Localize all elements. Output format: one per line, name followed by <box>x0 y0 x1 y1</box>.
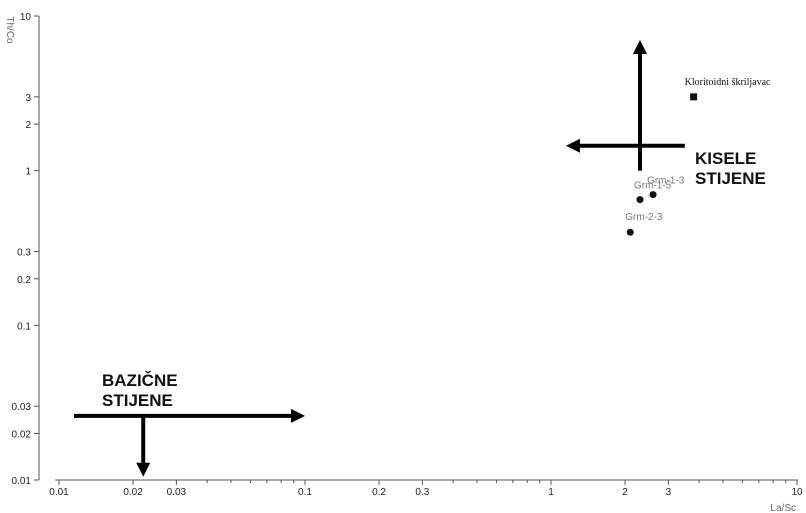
y-axis-label: Th/Co <box>4 16 15 44</box>
x-tick-label: 0.01 <box>49 487 69 498</box>
y-tick-label: 3 <box>25 93 31 104</box>
x-tick-label: 0.1 <box>298 487 312 498</box>
x-tick-label: 2 <box>622 487 628 498</box>
y-tick-label: 1 <box>25 167 31 178</box>
region-arrow <box>73 408 305 423</box>
x-tick-label: 0.02 <box>123 487 143 498</box>
region-arrow <box>632 39 647 171</box>
y-tick-label: 0.3 <box>17 248 31 259</box>
x-tick-label: 3 <box>666 487 672 498</box>
point-grm-1-5-label: Grm-1-5 <box>634 181 672 192</box>
region-label-kisele: KISELE <box>695 149 756 168</box>
y-tick-label: 0.1 <box>17 321 31 332</box>
arrow-head <box>565 138 580 153</box>
region-arrow <box>136 415 151 477</box>
axes <box>38 16 798 481</box>
point-kloritoidni-kriljavac <box>690 93 698 101</box>
arrow-head <box>291 408 305 423</box>
y-tick-label: 0.02 <box>12 429 32 440</box>
point-kloritoidni-kriljavac-label: Kloritoidni škriljavac <box>685 77 771 88</box>
region-label-bazi-ne: BAZIČNE <box>102 371 178 390</box>
point-grm-2-3-label: Grm-2-3 <box>625 212 663 223</box>
point-grm-1-5 <box>636 196 644 204</box>
region-label-stijene: STIJENE <box>102 391 173 410</box>
y-tick-label: 0.01 <box>12 476 32 487</box>
x-tick-label: 1 <box>548 487 554 498</box>
region-arrow <box>565 138 685 153</box>
x-tick-label: 0.03 <box>167 487 187 498</box>
arrow-head <box>632 39 647 54</box>
y-tick-label: 0.03 <box>12 402 32 413</box>
region-label-stijene: STIJENE <box>695 169 766 188</box>
point-grm-2-3 <box>626 228 634 236</box>
x-axis-ticks: 0.01 0.02 0.03 0.1 0.2 0.3 1 2 3 10 <box>49 480 803 498</box>
x-tick-label: 0.3 <box>415 487 429 498</box>
y-tick-label: 0.2 <box>17 275 31 286</box>
y-tick-label: 2 <box>25 120 31 131</box>
y-axis-ticks: 0.01 0.02 0.03 0.1 0.2 0.3 1 2 3 10 <box>12 12 39 487</box>
x-tick-label: 10 <box>791 487 803 498</box>
point-grm-1-3 <box>649 191 657 199</box>
x-axis-label: La/Sc <box>770 503 796 513</box>
x-tick-label: 0.2 <box>372 487 386 498</box>
arrow-head <box>136 462 151 477</box>
y-tick-label: 10 <box>20 12 32 23</box>
point-grm-1-3-label: Grm-1-3 <box>647 176 685 187</box>
